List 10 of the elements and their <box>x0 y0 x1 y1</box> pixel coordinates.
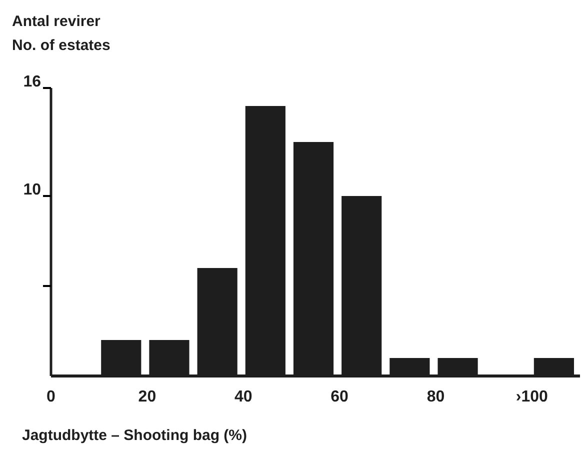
x-tick-label: 40 <box>234 388 252 406</box>
x-tick-label: 20 <box>138 388 156 406</box>
y-tick-label: 16 <box>23 73 42 90</box>
x-tick-label: 0 <box>46 388 56 406</box>
x-tick-label: 60 <box>330 388 349 406</box>
x-tick-label: ›100 <box>516 388 548 406</box>
y-tick-label: 10 <box>23 181 42 198</box>
x-tick-label: 80 <box>426 388 445 406</box>
x-axis-title: Jagtudbytte – Shooting bag (%) <box>22 427 247 444</box>
y-axis-title: Antal revirer No. of estates <box>12 13 110 54</box>
